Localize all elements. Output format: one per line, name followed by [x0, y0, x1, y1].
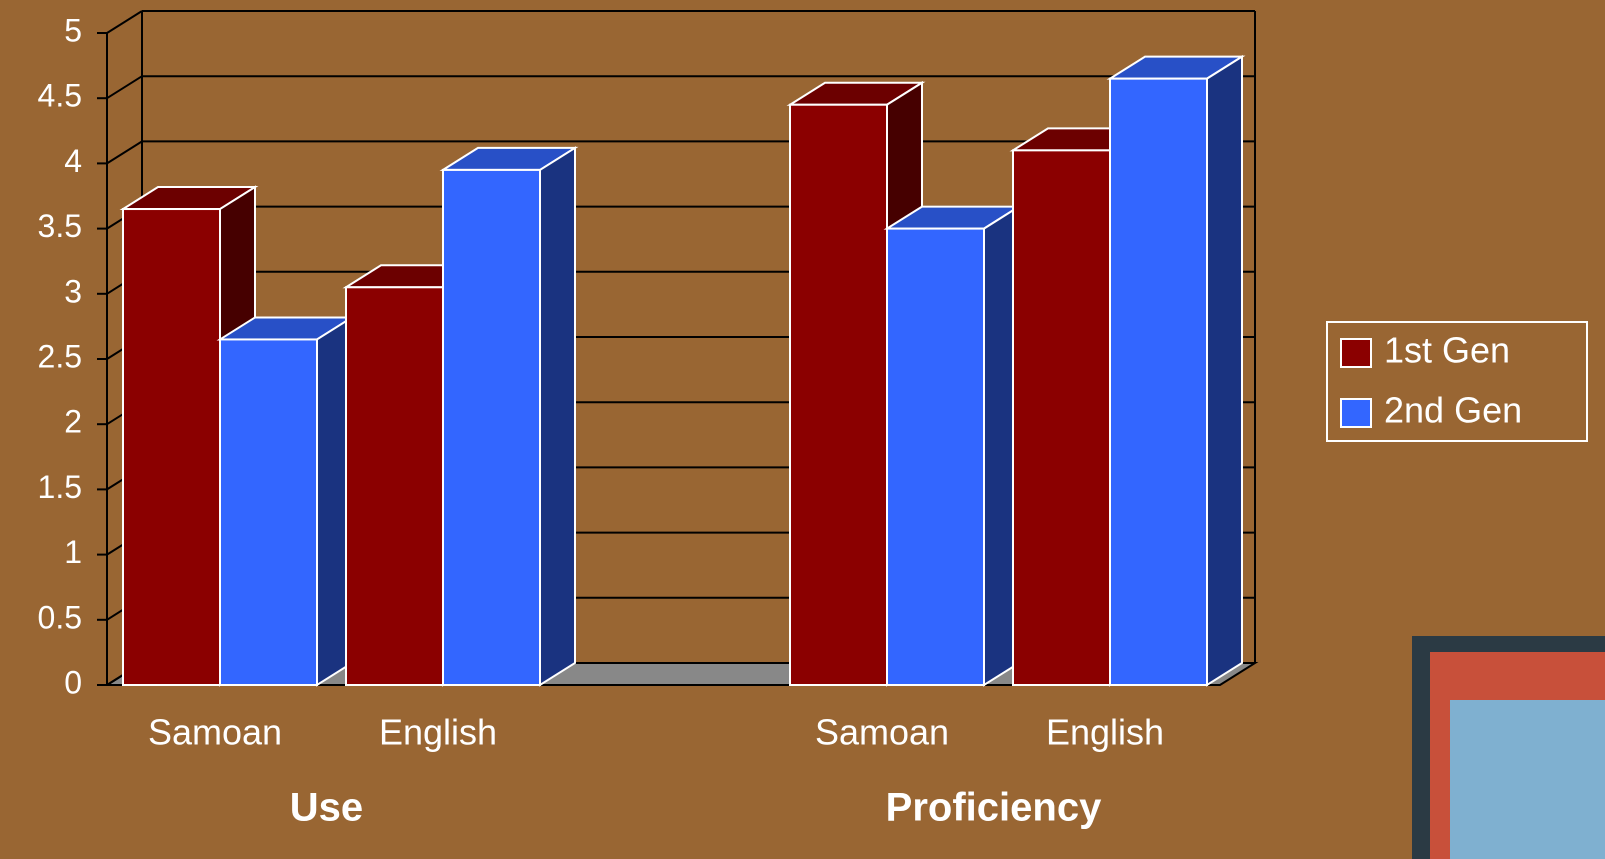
x-tick-label: English — [379, 712, 497, 753]
legend-label: 1st Gen — [1384, 330, 1510, 371]
bar-front — [219, 338, 318, 686]
bar — [883, 204, 1023, 687]
legend-swatch — [1340, 398, 1372, 428]
y-tick-label: 3.5 — [38, 208, 82, 244]
y-tick-label: 0.5 — [38, 599, 82, 635]
group-label: Proficiency — [886, 786, 1102, 830]
y-tick-label: 4.5 — [38, 78, 82, 114]
legend-swatch — [1340, 338, 1372, 368]
bar — [216, 315, 356, 687]
bar-front — [789, 103, 888, 687]
bar — [439, 146, 579, 687]
y-tick-label: 5 — [64, 12, 82, 48]
y-tick-label: 2 — [64, 404, 82, 440]
grid-line — [106, 75, 143, 100]
bar-front — [1109, 77, 1208, 686]
y-tick-label: 2.5 — [38, 338, 82, 374]
bar-side — [1206, 54, 1243, 687]
bar — [119, 185, 259, 687]
grid-line — [106, 140, 143, 165]
y-tick-label: 4 — [64, 143, 82, 179]
y-tick-label: 1.5 — [38, 469, 82, 505]
bar-front — [122, 208, 221, 686]
bar-front — [1012, 149, 1111, 687]
x-tick-label: English — [1046, 712, 1164, 753]
decorative-image — [1412, 636, 1605, 859]
y-tick-label: 3 — [64, 273, 82, 309]
bar-side — [539, 146, 576, 687]
legend-box — [1326, 321, 1588, 442]
bar-front — [442, 168, 541, 687]
legend-label: 2nd Gen — [1384, 390, 1522, 431]
bar-front — [345, 286, 444, 686]
x-tick-label: Samoan — [148, 712, 282, 753]
y-tick-label: 1 — [64, 534, 82, 570]
y-tick-label: 0 — [64, 664, 82, 700]
group-label: Use — [290, 786, 363, 830]
legend: 1st Gen 2nd Gen — [1326, 321, 1588, 442]
grid-line — [106, 10, 143, 34]
x-tick-label: Samoan — [815, 712, 949, 753]
bar-front — [886, 227, 985, 686]
bar — [1106, 54, 1246, 687]
